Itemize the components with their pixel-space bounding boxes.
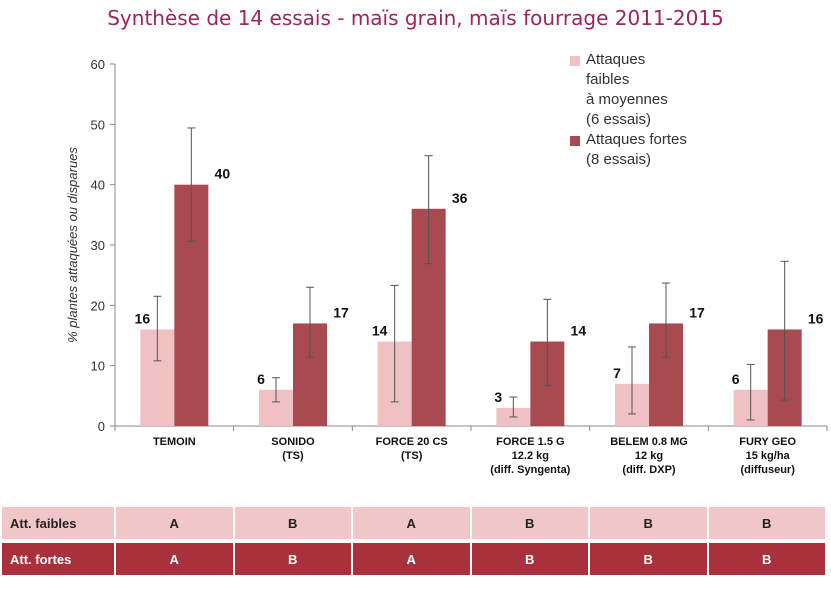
table-cell: B xyxy=(708,543,825,575)
row-label: Att. fortes xyxy=(2,543,114,575)
x-tick-label: (diff. DXP) xyxy=(622,464,675,476)
x-tick-label: FURY GEO xyxy=(739,436,796,448)
y-tick-label: 60 xyxy=(91,57,105,72)
y-tick-label: 20 xyxy=(91,298,105,313)
data-label: 36 xyxy=(452,190,468,206)
table-cell: A xyxy=(116,543,233,575)
legend-item-faibles: Attaques faibles à moyennes (6 essais) xyxy=(570,50,750,130)
data-label: 14 xyxy=(372,323,388,339)
data-label: 6 xyxy=(732,371,740,387)
x-tick-label: FORCE 20 CS xyxy=(376,436,448,448)
y-tick-label: 10 xyxy=(91,359,105,374)
table-cell: B xyxy=(590,507,707,539)
data-label: 40 xyxy=(215,166,231,182)
table-cell: B xyxy=(234,507,351,539)
x-tick-label: (TS) xyxy=(401,450,423,462)
x-tick-label: (TS) xyxy=(282,450,304,462)
table-cell: B xyxy=(708,507,825,539)
x-tick-label: 12.2 kg xyxy=(512,450,549,462)
row-label: Att. faibles xyxy=(2,507,114,539)
y-tick-label: 0 xyxy=(98,419,105,434)
legend-label-faibles: Attaques faibles à moyennes (6 essais) xyxy=(586,51,668,128)
x-tick-label: 15 kg/ha xyxy=(746,450,791,462)
data-label: 16 xyxy=(135,310,151,326)
table-cell: A xyxy=(116,507,233,539)
x-tick-label: SONIDO xyxy=(271,436,315,448)
table-row-fortes: Att. fortes A B A B B B xyxy=(2,543,825,575)
x-tick-label: (diffuseur) xyxy=(740,464,795,476)
table-cell: B xyxy=(471,543,588,575)
table-cell: A xyxy=(353,507,470,539)
chart-title: Synthèse de 14 essais - maïs grain, maïs… xyxy=(107,6,724,30)
bar-chart: 0 10 20 30 40 50 60 % plantes attaquées ou disp… xyxy=(65,57,828,476)
x-tick-label: (diff. Syngenta) xyxy=(490,464,570,476)
legend: Attaques faibles à moyennes (6 essais) A… xyxy=(570,50,750,170)
data-label: 7 xyxy=(613,365,621,381)
data-label: 3 xyxy=(494,389,502,405)
legend-swatch-faibles xyxy=(570,56,580,66)
table-cell: A xyxy=(353,543,470,575)
y-axis-title: % plantes attaquées ou disparues xyxy=(65,147,80,343)
x-tick-label: TEMOIN xyxy=(153,436,196,448)
data-label: 6 xyxy=(257,371,265,387)
y-tick-label: 50 xyxy=(91,117,105,132)
x-tick-label: 12 kg xyxy=(635,450,663,462)
legend-label-fortes: Attaques fortes (8 essais) xyxy=(586,131,687,168)
x-tick-label: FORCE 1.5 G xyxy=(496,436,564,448)
legend-swatch-fortes xyxy=(570,136,580,146)
x-tick-label: BELEM 0.8 MG xyxy=(610,436,688,448)
data-label: 16 xyxy=(808,310,824,326)
y-tick-label: 40 xyxy=(91,178,105,193)
data-label: 17 xyxy=(689,304,705,320)
data-label: 14 xyxy=(571,323,587,339)
statistical-groups-table: Att. faibles A B A B B B Att. fortes A B… xyxy=(0,503,827,579)
table-row-faibles: Att. faibles A B A B B B xyxy=(2,507,825,539)
data-label: 17 xyxy=(333,304,349,320)
legend-item-fortes: Attaques fortes (8 essais) xyxy=(570,130,750,170)
table-cell: B xyxy=(590,543,707,575)
table-cell: B xyxy=(234,543,351,575)
y-tick-label: 30 xyxy=(91,238,105,253)
table-cell: B xyxy=(471,507,588,539)
